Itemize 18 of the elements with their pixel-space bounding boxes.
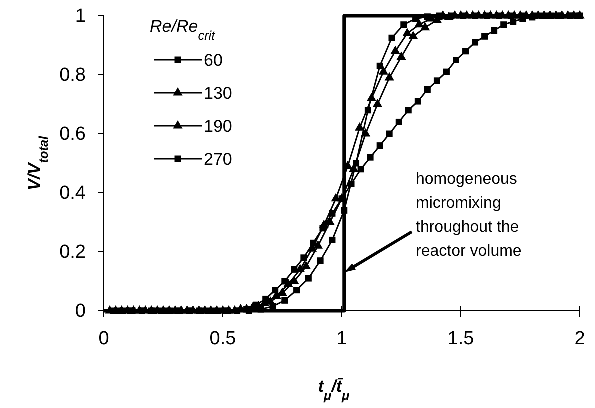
y-tick-label: 0.6	[60, 124, 86, 146]
legend-title: Re/Re$_{crit}$	[150, 17, 216, 42]
y-tick-label: 1	[75, 6, 86, 28]
x-tick-label: 0	[98, 328, 110, 350]
x-tick-label: 1	[336, 328, 348, 350]
legend-label: 60	[204, 51, 223, 70]
x-axis-title: t$_{μ}$/t̄$_{μ}$	[318, 377, 350, 402]
legend-label: 270	[204, 150, 232, 169]
y-tick-label: 0.8	[60, 65, 86, 86]
y-tick-label: 0	[75, 301, 86, 322]
annotation: homogeneous micromixing throughout the reactor volume	[416, 171, 522, 260]
x-tick-label: 2	[574, 328, 586, 350]
y-tick-label: 0.2	[60, 242, 86, 264]
x-tick-label: 1.5	[448, 328, 474, 350]
legend-label: 190	[204, 117, 232, 136]
y-tick-label: 0.4	[60, 183, 86, 204]
x-tick-label: 0.5	[210, 328, 236, 350]
legend-label: 130	[204, 84, 232, 103]
